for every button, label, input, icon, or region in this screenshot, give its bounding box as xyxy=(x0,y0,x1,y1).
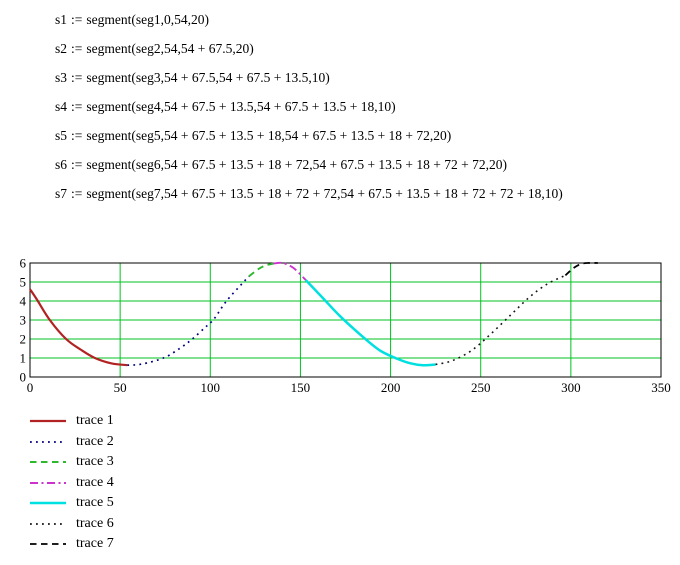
legend-line-sample xyxy=(30,481,66,484)
xy-plot[interactable]: 0 50 100 150 200 250 300 350 0 1 2 3 4 5 6 xyxy=(0,248,680,418)
assign-operator: := xyxy=(71,128,83,143)
x-tick-label: 150 xyxy=(291,380,311,395)
equation-s4[interactable]: s4:= segment(seg4,54 + 67.5 + 13.5,54 + 6… xyxy=(55,99,396,115)
legend-line-sample xyxy=(30,543,66,546)
y-tick-label: 2 xyxy=(20,332,27,347)
plot-frame xyxy=(29,262,662,378)
equation-s2[interactable]: s2:= segment(seg2,54,54 + 67.5,20) xyxy=(55,41,254,57)
equation-lhs: s4 xyxy=(55,99,68,114)
equation-rhs: segment(seg2,54,54 + 67.5,20) xyxy=(86,41,254,56)
legend-label: trace 1 xyxy=(76,413,114,429)
legend-line-sample xyxy=(30,461,66,464)
trace-6-curve xyxy=(435,274,566,366)
assign-operator: := xyxy=(71,99,83,114)
equation-rhs: segment(seg3,54 + 67.5,54 + 67.5 + 13.5,… xyxy=(86,70,330,85)
x-tick-label: 100 xyxy=(201,380,221,395)
trace-7-curve xyxy=(564,262,598,277)
equation-rhs: segment(seg6,54 + 67.5 + 13.5 + 18 + 72,… xyxy=(86,157,508,172)
x-tick-label: 250 xyxy=(471,380,491,395)
legend-item-4: trace 4 xyxy=(28,473,114,494)
equation-lhs: s5 xyxy=(55,128,68,143)
assign-operator: := xyxy=(71,186,83,201)
assign-operator: := xyxy=(71,12,83,27)
legend-item-7: trace 7 xyxy=(28,534,114,555)
x-tick-label: 200 xyxy=(381,380,401,395)
equation-lhs: s7 xyxy=(55,186,68,201)
assign-operator: := xyxy=(71,157,83,172)
legend-line-sample xyxy=(30,420,66,423)
legend-item-2: trace 2 xyxy=(28,432,114,453)
y-tick-label: 6 xyxy=(20,256,27,271)
equation-lhs: s1 xyxy=(55,12,68,27)
equation-s6[interactable]: s6:= segment(seg6,54 + 67.5 + 13.5 + 18 +… xyxy=(55,157,507,173)
x-tick-label: 0 xyxy=(27,380,34,395)
y-tick-label: 0 xyxy=(20,370,27,385)
legend-label: trace 3 xyxy=(76,454,114,470)
legend-item-3: trace 3 xyxy=(28,452,114,473)
equation-rhs: segment(seg7,54 + 67.5 + 13.5 + 18 + 72 … xyxy=(86,186,563,201)
legend-line-sample xyxy=(30,502,66,505)
x-tick-label: 300 xyxy=(561,380,581,395)
equation-s1[interactable]: s1:= segment(seg1,0,54,20) xyxy=(55,12,209,28)
assign-operator: := xyxy=(71,41,83,56)
equation-s3[interactable]: s3:= segment(seg3,54 + 67.5,54 + 67.5 + 1… xyxy=(55,70,330,86)
y-tick-label: 1 xyxy=(20,351,27,366)
legend-item-1: trace 1 xyxy=(28,411,114,432)
legend-item-6: trace 6 xyxy=(28,514,114,535)
legend-label: trace 2 xyxy=(76,433,114,449)
x-tick-label: 350 xyxy=(651,380,671,395)
trace-5-curve xyxy=(304,279,436,367)
equation-lhs: s2 xyxy=(55,41,68,56)
y-tick-label: 5 xyxy=(20,275,27,290)
equation-s5[interactable]: s5:= segment(seg5,54 + 67.5 + 13.5 + 18,5… xyxy=(55,128,451,144)
trace-4-curve xyxy=(273,261,307,281)
legend-line-sample xyxy=(30,440,66,443)
legend-item-5: trace 5 xyxy=(28,493,114,514)
legend-label: trace 4 xyxy=(76,474,114,490)
legend-label: trace 7 xyxy=(76,536,114,552)
trace-3-curve xyxy=(248,262,274,278)
assign-operator: := xyxy=(71,70,83,85)
equation-lhs: s3 xyxy=(55,70,68,85)
equation-rhs: segment(seg4,54 + 67.5 + 13.5,54 + 67.5 … xyxy=(86,99,396,114)
legend-label: trace 5 xyxy=(76,495,114,511)
equation-rhs: segment(seg5,54 + 67.5 + 13.5 + 18,54 + … xyxy=(86,128,452,143)
trace-1-curve xyxy=(29,288,128,367)
legend-label: trace 6 xyxy=(76,515,114,531)
plot-legend: trace 1 trace 2 trace 3 trace 4 trace 5 trace… xyxy=(28,411,114,555)
x-tick-label: 50 xyxy=(114,380,127,395)
equation-rhs: segment(seg1,0,54,20) xyxy=(86,12,209,27)
y-tick-label: 4 xyxy=(20,294,27,309)
y-tick-label: 3 xyxy=(20,313,27,328)
legend-line-sample xyxy=(30,522,66,525)
equation-s7[interactable]: s7:= segment(seg7,54 + 67.5 + 13.5 + 18 +… xyxy=(55,186,563,202)
equation-lhs: s6 xyxy=(55,157,68,172)
trace-2-curve xyxy=(127,275,250,367)
